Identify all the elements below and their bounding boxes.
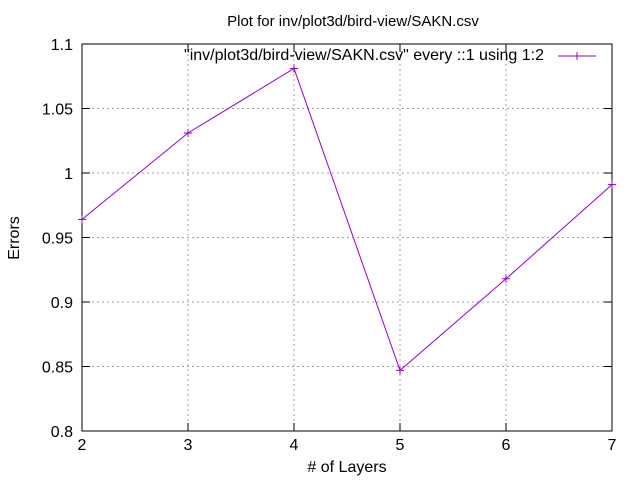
y-tick-label: 1 xyxy=(64,166,73,183)
y-tick-label: 0.9 xyxy=(51,295,73,312)
legend: "inv/plot3d/bird-view/SAKN.csv" every ::… xyxy=(184,47,596,64)
x-axis-ticks: 2 3 4 5 6 7 xyxy=(78,44,617,454)
plot-frame xyxy=(81,43,613,432)
data-point-marker xyxy=(502,274,510,283)
y-tick-label: 1.1 xyxy=(51,37,73,54)
data-point-marker xyxy=(78,215,86,224)
y-axis-ticks: 0.8 0.85 0.9 0.95 1 1.05 1.1 xyxy=(42,37,612,441)
y-tick-label: 0.8 xyxy=(51,424,73,441)
x-tick-label: 4 xyxy=(290,437,299,454)
legend-marker-glyph xyxy=(573,52,581,60)
y-tick-label: 0.85 xyxy=(42,360,73,377)
data-point-marker xyxy=(396,366,404,375)
chart-title: Plot for inv/plot3d/bird-view/SAKN.csv xyxy=(227,13,479,30)
series-line xyxy=(81,67,613,372)
data-point-marker xyxy=(290,64,298,73)
series-layer xyxy=(78,64,616,375)
x-tick-label: 6 xyxy=(502,437,511,454)
data-point-marker xyxy=(608,180,616,189)
x-tick-label: 5 xyxy=(396,437,405,454)
legend-marker-plus xyxy=(573,52,581,60)
x-tick-label: 3 xyxy=(184,437,193,454)
y-tick-label: 0.95 xyxy=(42,231,73,248)
y-tick-label: 1.05 xyxy=(42,102,73,119)
grid xyxy=(82,44,612,431)
legend-label: "inv/plot3d/bird-view/SAKN.csv" every ::… xyxy=(184,47,544,64)
data-point-marker xyxy=(184,129,192,138)
y-axis-label: Errors xyxy=(6,216,23,260)
x-tick-label: 7 xyxy=(608,437,617,454)
x-tick-label: 2 xyxy=(78,437,87,454)
x-axis-label: # of Layers xyxy=(307,459,386,476)
